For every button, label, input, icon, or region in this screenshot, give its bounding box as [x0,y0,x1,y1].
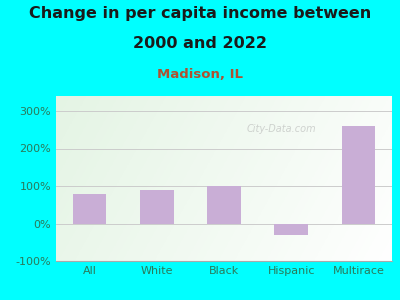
Bar [207,186,241,224]
Bar [342,126,375,224]
Text: 2000 and 2022: 2000 and 2022 [133,36,267,51]
Text: Madison, IL: Madison, IL [157,68,243,80]
Bar [274,224,308,235]
Text: City-Data.com: City-Data.com [246,124,316,134]
Bar [73,194,106,224]
Bar [140,190,174,224]
Text: Change in per capita income between: Change in per capita income between [29,6,371,21]
